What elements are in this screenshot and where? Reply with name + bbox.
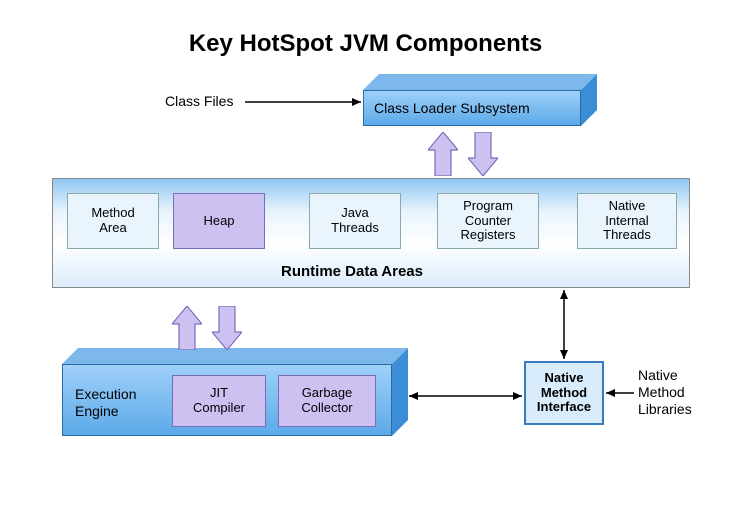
connector-layer xyxy=(0,0,731,518)
block-arrow-cls_down xyxy=(468,132,498,176)
block-arrow-ee_up xyxy=(172,306,202,350)
ee-slot-jit: JITCompiler xyxy=(172,375,266,427)
block-arrow-cls_up xyxy=(428,132,458,176)
ee-slot-gc: GarbageCollector xyxy=(278,375,376,427)
block-arrow-ee_down xyxy=(212,306,242,350)
